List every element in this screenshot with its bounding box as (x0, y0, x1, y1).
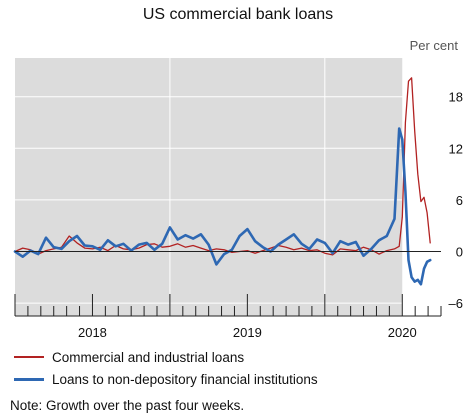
plot-area (15, 58, 403, 316)
y-tick-label: –6 (449, 296, 463, 311)
legend-item-commercial-loans: Commercial and industrial loans (14, 346, 318, 368)
y-tick-label: 12 (449, 141, 463, 156)
axes (14, 251, 442, 317)
x-tick-label: 2019 (233, 325, 262, 340)
series-line-non-depository-loans (13, 127, 432, 286)
x-tick-label: 2020 (388, 325, 417, 340)
shaded-region (15, 58, 403, 316)
y-tick-label: 0 (456, 245, 463, 260)
legend-label-non-depository-loans: Loans to non-depository financial instit… (52, 371, 318, 387)
legend-item-non-depository-loans: Loans to non-depository financial instit… (14, 368, 318, 390)
legend-swatch-blue (14, 377, 44, 381)
y-tick-label: 18 (449, 90, 463, 105)
chart-note: Note: Growth over the past four weeks. (10, 398, 245, 413)
legend-label-commercial-loans: Commercial and industrial loans (52, 349, 245, 365)
legend: Commercial and industrial loans Loans to… (14, 346, 318, 390)
series-lines (13, 77, 432, 286)
legend-swatch-red (14, 356, 44, 358)
series-line-commercial-loans (14, 77, 431, 256)
chart-title: US commercial bank loans (142, 6, 334, 23)
gridlines (15, 58, 441, 316)
y-tick-label: 6 (456, 193, 463, 208)
y-axis-unit: Per cent (409, 38, 458, 53)
tick-labels: 18 12 6 0 –6 2018 2019 2020 (78, 90, 463, 340)
x-tick-label: 2018 (78, 325, 107, 340)
